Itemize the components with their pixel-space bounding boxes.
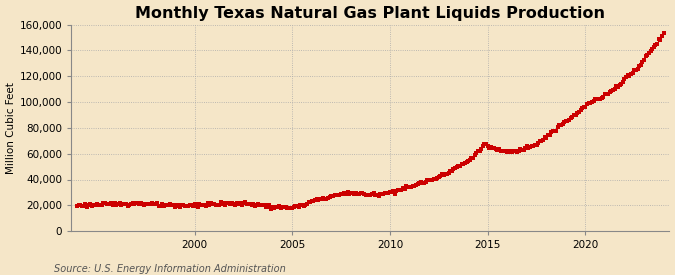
Title: Monthly Texas Natural Gas Plant Liquids Production: Monthly Texas Natural Gas Plant Liquids …: [136, 6, 605, 21]
Y-axis label: Million Cubic Feet: Million Cubic Feet: [5, 82, 16, 174]
Text: Source: U.S. Energy Information Administration: Source: U.S. Energy Information Administ…: [54, 264, 286, 274]
